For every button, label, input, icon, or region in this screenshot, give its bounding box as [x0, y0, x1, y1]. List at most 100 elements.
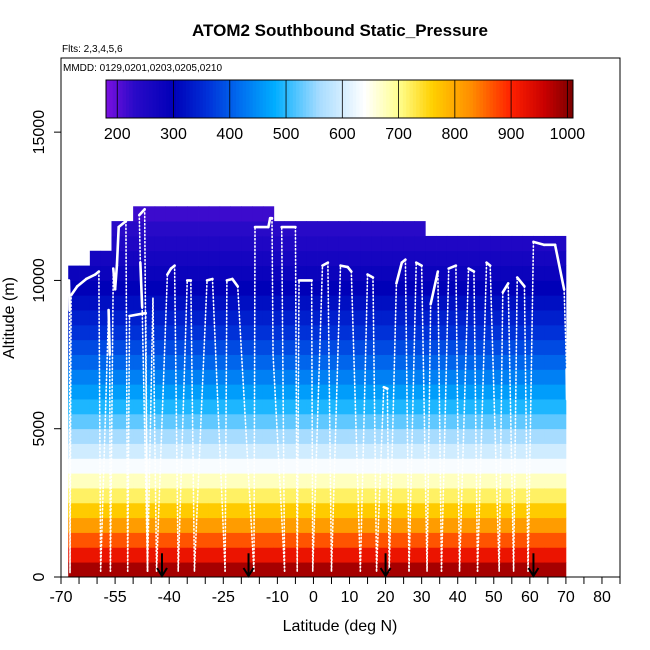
heatmap-cell: [544, 413, 556, 430]
heatmap-cell: [457, 502, 469, 519]
heatmap-cell: [165, 339, 177, 355]
heatmap-cell: [522, 473, 534, 489]
heatmap-cell: [490, 354, 502, 370]
heatmap-cell: [555, 443, 567, 459]
heatmap-cell: [284, 339, 296, 355]
heatmap-cell: [295, 488, 307, 504]
y-tick-label: 5000: [31, 411, 48, 447]
heatmap-cell: [154, 488, 166, 504]
heatmap-cell: [79, 443, 91, 459]
heatmap-cell: [230, 354, 242, 370]
heatmap-cell: [425, 532, 437, 548]
heatmap-cell: [68, 502, 80, 519]
flight-track-segment: [224, 279, 228, 572]
heatmap-cell: [295, 517, 307, 533]
colorbar-swatch: [399, 80, 404, 118]
heatmap-cell: [111, 458, 123, 474]
heatmap-cell: [327, 399, 340, 415]
heatmap-cell: [284, 532, 296, 548]
heatmap-cell: [555, 532, 567, 548]
heatmap-cell: [241, 502, 253, 519]
heatmap-cell: [143, 547, 156, 563]
colorbar-swatch: [542, 80, 547, 118]
heatmap-cell: [165, 532, 177, 548]
heatmap-cell: [327, 384, 340, 400]
heatmap-cell: [371, 443, 383, 459]
heatmap-cell: [295, 562, 307, 577]
heatmap-cell: [262, 562, 275, 577]
heatmap-cell: [122, 369, 134, 385]
flight-track-segment: [99, 309, 110, 572]
heatmap-cell: [89, 250, 102, 266]
heatmap-cell: [143, 280, 156, 296]
colorbar-swatch: [446, 80, 450, 118]
flight-track-segment: [143, 208, 147, 356]
heatmap-cell: [187, 517, 199, 533]
heatmap-cell: [392, 532, 405, 548]
colorbar-swatch: [392, 80, 397, 118]
heatmap-cell: [230, 517, 242, 533]
heatmap-cell: [479, 399, 491, 415]
colorbar-swatch: [536, 80, 541, 118]
heatmap-cell: [143, 206, 156, 222]
heatmap-cell: [241, 473, 253, 489]
heatmap-cell: [208, 221, 221, 237]
heatmap-cell: [111, 428, 123, 444]
heatmap-cell: [490, 399, 502, 415]
heatmap-cell: [392, 443, 405, 459]
heatmap-cell: [306, 354, 318, 370]
colorbar-swatch: [252, 80, 257, 118]
colorbar-swatch: [539, 80, 544, 118]
heatmap-cell: [176, 413, 188, 430]
colorbar-swatch: [562, 80, 567, 118]
colorbar-swatch: [389, 80, 394, 118]
heatmap-cell: [208, 473, 221, 489]
heatmap-cell: [500, 502, 513, 519]
heatmap-cell: [230, 488, 242, 504]
heatmap-cell: [338, 265, 350, 281]
heatmap-cell: [468, 384, 480, 400]
heatmap-cell: [295, 384, 307, 400]
heatmap-cell: [252, 443, 264, 459]
heatmap-cell: [338, 458, 350, 474]
heatmap-cell: [79, 295, 91, 311]
heatmap-cell: [479, 280, 491, 296]
heatmap-cell: [414, 547, 426, 563]
heatmap-cell: [468, 547, 480, 563]
heatmap-cell: [295, 324, 307, 341]
heatmap-cell: [500, 399, 513, 415]
heatmap-cell: [208, 547, 221, 563]
heatmap-cell: [414, 473, 426, 489]
heatmap-cell: [165, 235, 177, 252]
colorbar-swatch: [276, 80, 280, 118]
heatmap-cell: [122, 428, 134, 444]
heatmap-cell: [425, 384, 437, 400]
heatmap-cell: [111, 295, 123, 311]
flight-track-segment: [420, 264, 428, 572]
heatmap-cell: [349, 324, 361, 341]
colorbar-swatch: [289, 80, 294, 118]
heatmap-cell: [457, 517, 469, 533]
heatmap-cell: [252, 562, 264, 577]
heatmap-cell: [544, 428, 556, 444]
heatmap-cell: [349, 310, 361, 326]
heatmap-cell: [208, 413, 221, 430]
heatmap-cell: [273, 428, 285, 444]
heatmap-cell: [198, 250, 210, 266]
heatmap-cell: [284, 384, 296, 400]
heatmap-cell: [371, 265, 383, 281]
heatmap-cell: [457, 488, 469, 504]
heatmap-cell: [219, 265, 231, 281]
heatmap-cell: [392, 413, 405, 430]
colorbar-swatch: [359, 80, 364, 118]
heatmap-cell: [327, 547, 340, 563]
heatmap-cell: [457, 295, 469, 311]
colorbar-swatch: [242, 80, 247, 118]
heatmap-cell: [381, 265, 394, 281]
flight-track-segment: [128, 311, 148, 318]
heatmap-cell: [122, 265, 134, 281]
heatmap-cell: [154, 295, 166, 311]
heatmap-cell: [176, 547, 188, 563]
heatmap-cell: [295, 354, 307, 370]
heatmap-cell: [511, 399, 524, 415]
